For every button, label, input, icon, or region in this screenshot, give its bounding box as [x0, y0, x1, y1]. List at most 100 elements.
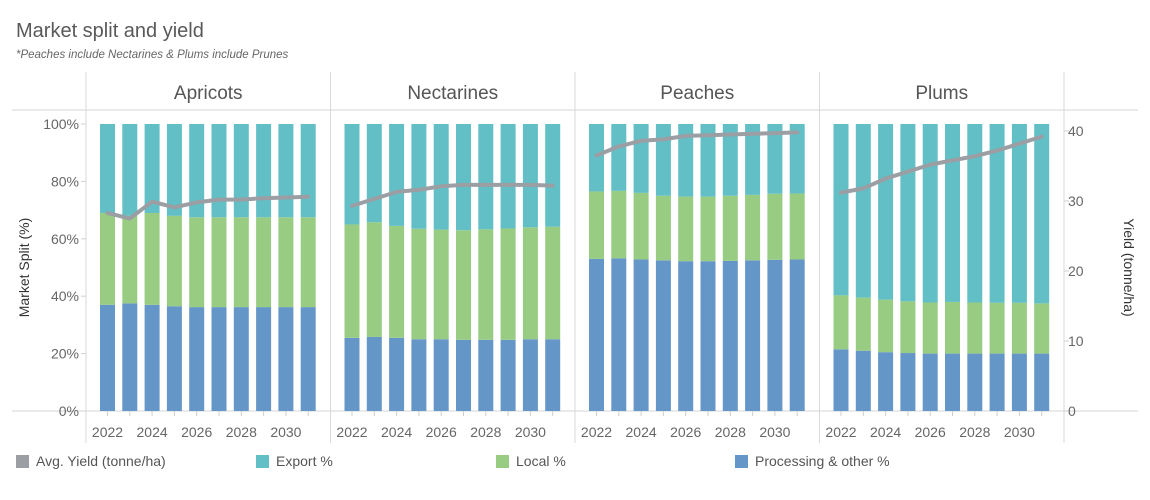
- bar-export: [166, 124, 182, 216]
- bar-export: [633, 124, 649, 193]
- x-tick-label: 2026: [670, 424, 701, 440]
- legend-label: Export %: [276, 453, 333, 469]
- bar-export: [366, 124, 382, 223]
- bar-local: [789, 193, 805, 260]
- legend-label: Local %: [516, 453, 566, 469]
- bar-export: [611, 124, 627, 191]
- bar-export: [278, 124, 294, 218]
- bar-export: [478, 124, 494, 230]
- bar-processing: [233, 307, 249, 411]
- bar-local: [589, 191, 604, 259]
- bar-processing: [189, 307, 205, 411]
- y-tick-label: 80%: [51, 173, 79, 189]
- bar-processing: [389, 337, 405, 411]
- bar-local: [922, 302, 938, 354]
- bar-processing: [1011, 353, 1027, 411]
- bar-local: [478, 229, 494, 340]
- bar-local: [1034, 303, 1050, 354]
- x-tick-label: 2022: [825, 424, 856, 440]
- x-tick-label: 2024: [626, 424, 657, 440]
- legend-label: Processing & other %: [755, 453, 890, 469]
- bar-processing: [611, 258, 627, 411]
- bar-export: [1011, 124, 1027, 303]
- bar-local: [545, 226, 561, 340]
- bar-local: [878, 299, 894, 353]
- x-tick-label: 2024: [870, 424, 901, 440]
- bar-local: [833, 295, 849, 350]
- x-tick-label: 2030: [759, 424, 790, 440]
- y-tick-label: 100%: [43, 116, 79, 132]
- y-right-tick-label: 30: [1068, 193, 1084, 209]
- bar-processing: [545, 339, 561, 411]
- bar-export: [144, 124, 160, 213]
- bar-processing: [1034, 353, 1050, 411]
- x-tick-label: 2022: [581, 424, 612, 440]
- bar-processing: [300, 307, 316, 411]
- bar-local: [745, 194, 761, 261]
- bar-local: [122, 215, 138, 304]
- bar-export: [344, 124, 360, 225]
- bar-processing: [633, 259, 649, 411]
- bar-processing: [433, 339, 449, 411]
- panel-header-plums: Plums: [915, 83, 968, 104]
- bar-processing: [967, 353, 983, 411]
- legend-swatch: [735, 454, 748, 468]
- x-tick-label: 2028: [470, 424, 501, 440]
- bar-local: [278, 217, 294, 308]
- bar-local: [633, 192, 649, 260]
- bar-processing: [945, 353, 960, 411]
- bar-local: [166, 215, 182, 307]
- bar-local: [700, 196, 716, 262]
- bar-export: [678, 124, 694, 197]
- bar-local: [855, 297, 871, 351]
- bar-local: [767, 193, 783, 260]
- bar-export: [589, 124, 604, 192]
- bar-local: [1011, 302, 1027, 354]
- y-right-tick-label: 20: [1068, 263, 1084, 279]
- bar-processing: [722, 260, 738, 411]
- bar-local: [100, 212, 115, 305]
- bar-processing: [478, 339, 494, 411]
- y-tick-label: 60%: [51, 231, 79, 247]
- chart-subtitle: *Peaches include Nectarines & Plums incl…: [16, 49, 289, 61]
- bar-export: [500, 124, 516, 229]
- yield-line: [839, 134, 1044, 195]
- bar-processing: [789, 259, 805, 411]
- bar-export: [189, 124, 205, 218]
- bar-processing: [278, 307, 294, 411]
- bar-local: [211, 217, 227, 308]
- x-tick-label: 2022: [92, 424, 123, 440]
- chart-title: Market split and yield: [16, 20, 204, 42]
- bar-export: [256, 124, 272, 218]
- bar-processing: [745, 260, 761, 411]
- bar-processing: [589, 258, 604, 411]
- yield-line: [105, 194, 311, 221]
- bar-processing: [855, 350, 871, 411]
- bar-local: [433, 229, 449, 340]
- legend: Avg. Yield (tonne/ha) Export % Local % Proc…: [16, 453, 1136, 473]
- bar-processing: [100, 304, 115, 411]
- x-tick-label: 2030: [1004, 424, 1035, 440]
- bar-local: [989, 302, 1005, 354]
- bar-local: [900, 301, 916, 354]
- legend-item: Local %: [496, 453, 566, 469]
- bar-processing: [522, 339, 538, 411]
- x-tick-label: 2024: [381, 424, 412, 440]
- bar-export: [1034, 124, 1050, 304]
- bar-local: [500, 228, 516, 340]
- x-tick-label: 2030: [270, 424, 301, 440]
- x-tick-label: 2028: [226, 424, 257, 440]
- bar-export: [522, 124, 538, 228]
- bar-local: [256, 217, 272, 308]
- bar-export: [789, 124, 805, 194]
- bar-export: [233, 124, 249, 218]
- bar-export: [722, 124, 738, 196]
- bar-export: [767, 124, 783, 194]
- bar-export: [700, 124, 716, 197]
- yield-line: [350, 182, 555, 208]
- bar-processing: [989, 353, 1005, 411]
- bar-export: [433, 124, 449, 230]
- bar-local: [678, 196, 694, 262]
- bar-processing: [122, 303, 138, 411]
- bar-processing: [833, 349, 849, 411]
